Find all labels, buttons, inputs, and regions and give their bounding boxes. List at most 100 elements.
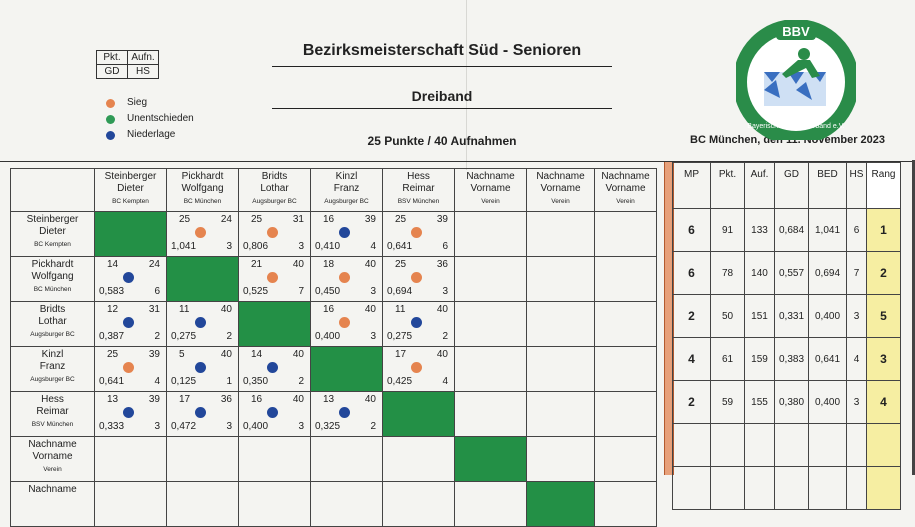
standings-cell: 59 bbox=[710, 380, 745, 424]
player-first-name: Reimar bbox=[36, 406, 69, 417]
match-result: 25 24 1,041 3 bbox=[167, 212, 238, 254]
match-cell: 18 40 0,450 3 bbox=[310, 256, 383, 302]
player-column-header: Nachname Vorname Verein bbox=[454, 168, 527, 212]
rank-cell: 1 bbox=[866, 208, 901, 252]
standings-cell: 50 bbox=[710, 294, 745, 338]
player-row-header: Pickhardt Wolfgang BC München bbox=[10, 256, 95, 302]
match-points: 25 bbox=[395, 259, 407, 270]
match-result: 25 39 0,641 6 bbox=[383, 212, 454, 254]
match-cell bbox=[594, 301, 657, 347]
match-cell: 25 36 0,694 3 bbox=[382, 256, 455, 302]
match-average: 0,472 bbox=[171, 421, 197, 432]
standings-cell bbox=[808, 423, 847, 467]
match-average: 0,350 bbox=[243, 376, 269, 387]
blue-dot-icon bbox=[411, 317, 422, 328]
match-result: 16 39 0,410 4 bbox=[311, 212, 382, 254]
legend-item-draw: Unentschieden bbox=[106, 111, 194, 127]
match-points: 25 bbox=[179, 214, 191, 225]
standings-cell: 140 bbox=[744, 251, 775, 295]
match-cell: 16 40 0,400 3 bbox=[238, 391, 311, 437]
player-first-name: Reimar bbox=[402, 183, 435, 194]
match-innings: 40 bbox=[436, 349, 448, 360]
match-average: 0,425 bbox=[387, 376, 413, 387]
orange-dot-icon bbox=[411, 362, 422, 373]
standings-cell: 6 bbox=[672, 251, 711, 295]
blue-dot-icon bbox=[339, 227, 350, 238]
player-column-header: Hess Reimar BSV München bbox=[382, 168, 455, 212]
match-innings: 31 bbox=[292, 214, 304, 225]
standings-cell: 1,041 bbox=[808, 208, 847, 252]
blue-dot-icon bbox=[195, 317, 206, 328]
player-last-name: Nachname bbox=[28, 484, 77, 495]
player-column-header: Bridts Lothar Augsburger BC bbox=[238, 168, 311, 212]
match-innings: 40 bbox=[436, 304, 448, 315]
standings-cell: 0,684 bbox=[774, 208, 809, 252]
match-innings: 40 bbox=[220, 349, 232, 360]
match-points: 13 bbox=[323, 394, 335, 405]
self-match-cell bbox=[166, 256, 239, 302]
match-high-run: 2 bbox=[370, 421, 376, 432]
player-club: Verein bbox=[481, 198, 500, 205]
match-cell bbox=[594, 391, 657, 437]
title-rule bbox=[272, 66, 612, 67]
match-innings: 40 bbox=[364, 304, 376, 315]
match-average: 0,410 bbox=[315, 241, 341, 252]
standings-row: 6 78 140 0,557 0,694 7 2 bbox=[672, 251, 901, 295]
player-column-header: Nachname Vorname Verein bbox=[594, 168, 657, 212]
match-cell: 13 40 0,325 2 bbox=[310, 391, 383, 437]
match-innings: 39 bbox=[148, 394, 160, 405]
match-cell bbox=[310, 481, 383, 527]
match-average: 0,125 bbox=[171, 376, 197, 387]
match-innings: 40 bbox=[292, 349, 304, 360]
standings-column-header: GD bbox=[774, 162, 809, 209]
match-high-run: 3 bbox=[370, 286, 376, 297]
legend-item-loss: Niederlage bbox=[106, 127, 194, 143]
standings-row: 6 91 133 0,684 1,041 6 1 bbox=[672, 208, 901, 252]
blue-dot-icon bbox=[123, 272, 134, 283]
player-club: Verein bbox=[551, 198, 570, 205]
standings-cell: 2 bbox=[672, 380, 711, 424]
matrix-row: Steinberger Dieter BC Kempten 25 24 1,041 3 25 3… bbox=[10, 211, 657, 257]
match-cell bbox=[526, 256, 595, 302]
match-result: 25 39 0,641 4 bbox=[95, 347, 166, 389]
player-club: BSV München bbox=[31, 421, 74, 428]
page-fold-line bbox=[466, 0, 467, 170]
green-dot-icon bbox=[106, 114, 115, 124]
match-cell: 13 39 0,333 3 bbox=[94, 391, 167, 437]
standings-cell: 3 bbox=[846, 294, 867, 338]
match-cell: 11 40 0,275 2 bbox=[382, 301, 455, 347]
standings-cell bbox=[710, 466, 745, 510]
match-points: 14 bbox=[107, 259, 119, 270]
standings-cell: 4 bbox=[672, 337, 711, 381]
player-last-name: Pickhardt bbox=[31, 259, 74, 270]
match-cell bbox=[526, 391, 595, 437]
result-legend: Sieg Unentschieden Niederlage bbox=[106, 95, 194, 143]
orange-dot-icon bbox=[123, 362, 134, 373]
match-cell bbox=[454, 211, 527, 257]
match-points: 11 bbox=[395, 304, 406, 315]
match-innings: 24 bbox=[220, 214, 232, 225]
player-last-name: Bridts bbox=[39, 304, 66, 315]
match-high-run: 4 bbox=[370, 241, 376, 252]
match-innings: 36 bbox=[220, 394, 232, 405]
standings-column-header: HS bbox=[846, 162, 867, 209]
standings-cell bbox=[672, 423, 711, 467]
match-result: 17 40 0,425 4 bbox=[383, 347, 454, 389]
standings-cell bbox=[710, 423, 745, 467]
match-cell bbox=[526, 301, 595, 347]
place-date: BC München, den 11. November 2023 bbox=[690, 134, 886, 146]
match-result: 14 40 0,350 2 bbox=[239, 347, 310, 389]
match-cell bbox=[526, 211, 595, 257]
standings-column-header: Pkt. bbox=[710, 162, 745, 209]
match-innings: 40 bbox=[364, 259, 376, 270]
player-column-header: Steinberger Dieter BC Kempten bbox=[94, 168, 167, 212]
match-cell: 25 39 0,641 6 bbox=[382, 211, 455, 257]
player-column-header: Nachname Vorname Verein bbox=[526, 168, 595, 212]
match-average: 0,641 bbox=[99, 376, 125, 387]
player-last-name: Nachname bbox=[28, 439, 77, 450]
player-last-name: Bridts bbox=[261, 171, 288, 182]
match-cell bbox=[594, 481, 657, 527]
match-cell bbox=[238, 481, 311, 527]
standings-cell bbox=[808, 466, 847, 510]
legend-key-aufn: Aufn. bbox=[127, 50, 159, 65]
